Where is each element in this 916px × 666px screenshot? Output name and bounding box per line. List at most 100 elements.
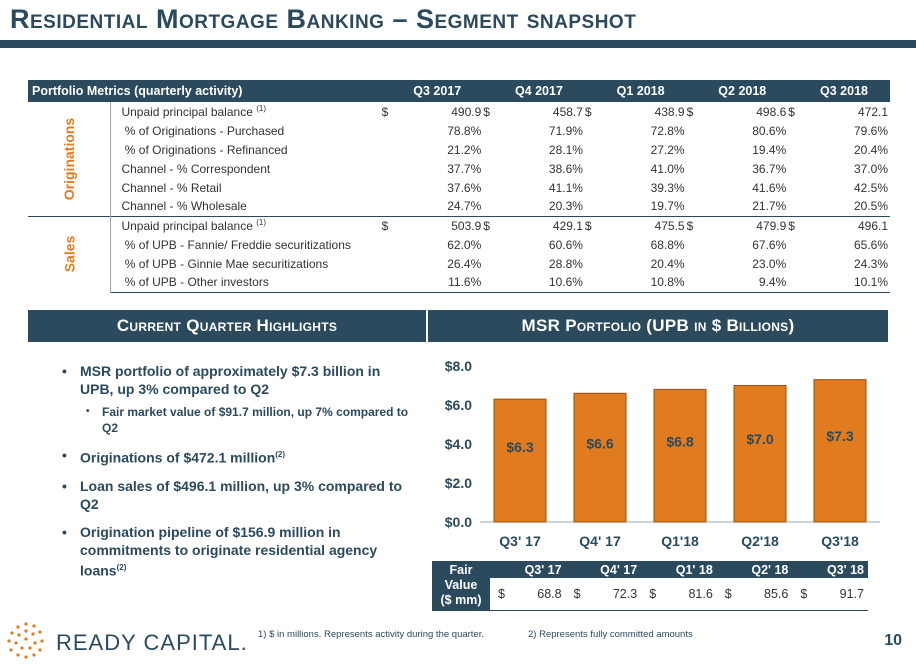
highlight-item: Loan sales of $496.1 million, up 3% comp… [62, 477, 412, 513]
row-label-text: Unpaid principal balance [121, 219, 253, 234]
highlight-text: Loan sales of $496.1 million, up 3% comp… [80, 477, 403, 512]
currency-cell [788, 140, 802, 159]
portfolio-table-body: Originations Unpaid principal balance (1)… [28, 102, 890, 293]
value-cell: 429.1 [496, 215, 585, 235]
value-cell: 490.9 [451, 104, 482, 119]
currency-cell [382, 235, 396, 254]
currency-cell [585, 235, 599, 254]
bar [573, 392, 627, 523]
currency-cell [483, 178, 497, 197]
fv-label-line: Value [444, 577, 478, 592]
value-cell: 458.7 [552, 104, 583, 119]
value-cell: 19.4% [752, 142, 787, 157]
currency-cell [687, 121, 701, 140]
fair-value-table: Fair Value ($ mm) Q3' 17 Q4' 17 Q1' 18 Q… [432, 561, 868, 611]
y-tick-label: $0.0 [445, 514, 472, 530]
bar [493, 398, 547, 523]
currency-cell [585, 197, 599, 216]
value-cell: 72.8% [650, 123, 685, 138]
currency-cell [788, 121, 802, 140]
value-cell: 28.8% [548, 256, 583, 271]
x-tick-label: Q3'18 [821, 533, 859, 549]
fv-value: 91.7 [807, 578, 868, 611]
value-cell: 21.7% [752, 199, 787, 214]
currency-cell [584, 273, 599, 293]
y-tick-label: $2.0 [445, 475, 472, 491]
highlight-item: Origination pipeline of $156.9 million i… [62, 523, 412, 580]
currency-cell [585, 159, 599, 178]
value-cell: 41.6% [752, 180, 787, 195]
currency-cell [483, 121, 497, 140]
fv-col-header: Q3' 18 [792, 561, 868, 578]
fv-currency: $ [641, 578, 657, 611]
currency-cell [483, 140, 497, 159]
col-header: Q3 2018 [788, 80, 890, 102]
group-label: Originations [61, 117, 78, 200]
currency-cell [382, 197, 396, 216]
currency-cell [382, 121, 396, 140]
fair-value-label: Fair Value ($ mm) [432, 561, 490, 611]
row-label: % of Originations - Refinanced [111, 140, 382, 159]
row-label: % of UPB - Ginnie Mae securitizations [111, 254, 382, 273]
value-cell: 78.8% [447, 123, 482, 138]
value-cell: 39.3% [650, 180, 685, 195]
x-tick-label: Q1'18 [661, 533, 699, 549]
data-label: $6.3 [506, 439, 533, 455]
highlights-list: MSR portfolio of approximately $7.3 bill… [62, 362, 412, 589]
table-header-label: Portfolio Metrics (quarterly activity) [28, 80, 382, 102]
table-row: Channel - % Retail 37.6% 41.1% 39.3% 41.6% 42… [28, 178, 890, 197]
currency-cell [788, 273, 802, 293]
currency-cell [585, 140, 599, 159]
value-cell: 479.9 [700, 215, 789, 235]
fv-label-line: ($ mm) [440, 592, 482, 607]
fair-value-row: $ 68.8 $ 72.3 $ 81.6 $ 85.6 $ 91.7 [432, 578, 868, 611]
row-label-text: Unpaid principal balance [121, 105, 253, 119]
fv-value: 68.8 [504, 578, 566, 611]
fv-col-header: Q4' 17 [565, 561, 642, 578]
row-label: Unpaid principal balance (1) [110, 215, 382, 235]
highlight-subitem: Fair market value of $91.7 million, up 7… [84, 404, 412, 436]
row-label: % of Originations - Purchased [111, 121, 382, 140]
currency-cell [788, 159, 802, 178]
fair-value-header-row: Fair Value ($ mm) Q3' 17 Q4' 17 Q1' 18 Q… [432, 561, 868, 611]
value-cell: 20.4% [650, 256, 685, 271]
col-header: Q1 2018 [584, 80, 687, 102]
value-cell: 24.3% [853, 256, 888, 271]
currency-cell [382, 140, 396, 159]
value-cell: 498.6 [756, 104, 787, 119]
value-cell: 496.1 [801, 215, 890, 235]
bar [813, 379, 867, 523]
currency-cell [788, 254, 802, 273]
highlight-item: Originations of $472.1 million(2) [62, 446, 412, 467]
footnote-ref: (2) [116, 562, 127, 572]
value-cell: 41.1% [548, 180, 583, 195]
value-cell: 20.3% [548, 199, 583, 214]
currency-cell [687, 197, 701, 216]
value-cell: 19.7% [650, 199, 685, 214]
y-tick-label: $8.0 [445, 358, 472, 374]
currency-cell [687, 140, 701, 159]
fv-value: 81.6 [656, 578, 717, 611]
row-label: Channel - % Correspondent [111, 159, 382, 178]
value-cell: 503.9 [395, 215, 484, 235]
fv-col-header: Q3' 17 [490, 561, 566, 578]
value-cell: 79.6% [853, 123, 888, 138]
row-label: Channel - % Wholesale [111, 197, 382, 216]
data-label: $7.0 [746, 431, 773, 447]
portfolio-metrics-table: Portfolio Metrics (quarterly activity) Q… [28, 80, 890, 293]
value-cell: 23.0% [752, 256, 787, 271]
table-row: % of Originations - Refinanced 21.2% 28.1%… [28, 140, 890, 159]
currency-cell [483, 197, 497, 216]
value-cell: 42.5% [853, 180, 888, 195]
x-tick-label: Q2'18 [741, 533, 779, 549]
value-cell: 28.1% [548, 142, 583, 157]
data-label: $6.6 [586, 436, 613, 452]
footnote-1: 1) $ in millions. Represents activity du… [258, 629, 484, 640]
value-cell: 71.9% [548, 123, 583, 138]
group-label-cell: Sales [28, 215, 112, 292]
bar [653, 388, 707, 523]
row-label: Channel - % Retail [111, 178, 382, 197]
y-tick-label: $4.0 [445, 436, 472, 452]
row-label-text: Channel - % Wholesale [121, 199, 247, 214]
title-rule [0, 40, 916, 48]
